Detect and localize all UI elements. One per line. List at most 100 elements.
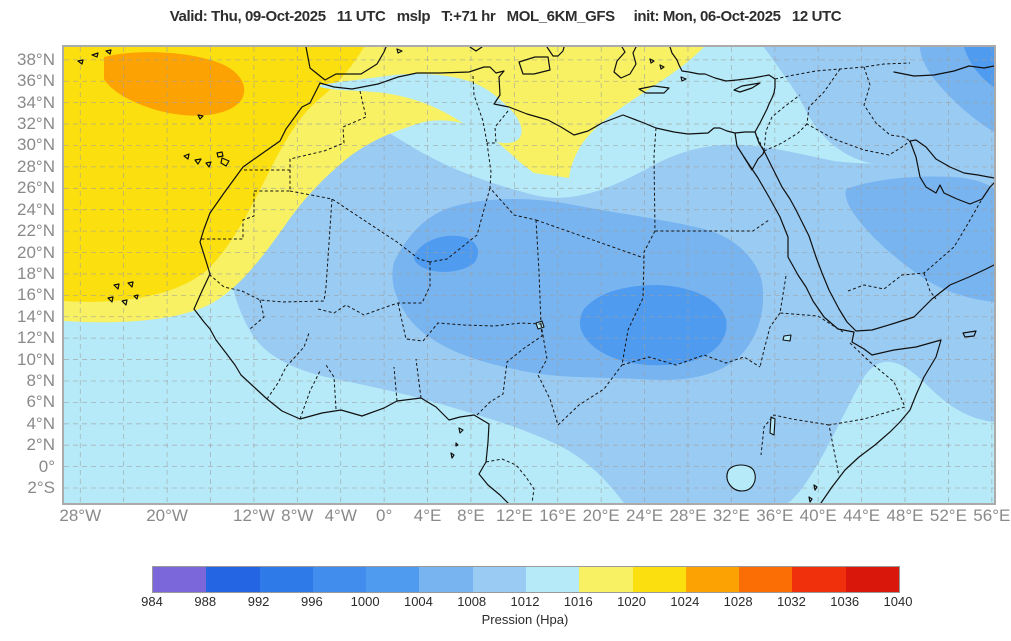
coastline-greece: [613, 47, 637, 79]
coastlines: [77, 47, 994, 503]
lakes: [535, 320, 792, 492]
lake-tana: [782, 334, 792, 342]
lat-tick-label: 36°N: [17, 71, 55, 91]
lon-tick-label: 20°W: [146, 506, 188, 525]
lon-tick-label: 32°E: [712, 506, 750, 525]
lat-tick-label: 20°N: [17, 242, 55, 262]
colorbar-tick-label: 1020: [617, 594, 647, 609]
colorbar-segment: [312, 567, 367, 592]
colorbar-segment: [579, 567, 633, 592]
pressure-region-1012-1016-coaststrip: [320, 73, 522, 144]
coastline-arabia: [763, 150, 994, 332]
colorbar: [152, 566, 900, 593]
coastline-iberia: [305, 47, 387, 81]
lat-tick-label: 12°N: [17, 328, 55, 348]
lon-tick-label: 40°E: [799, 506, 837, 525]
lon-tick-label: 28°E: [669, 506, 707, 525]
colorbar-tick-label: 1036: [830, 594, 860, 609]
lon-tick-label: 12°W: [233, 506, 275, 525]
colorbar-segment: [259, 567, 313, 592]
coastline-cyprus: [733, 82, 761, 93]
coastline-aegean-islands: [649, 58, 687, 82]
coastline-caspian: [893, 65, 994, 77]
lat-tick-label: 0°: [38, 456, 55, 476]
lat-tick-label: 26°N: [17, 178, 55, 198]
colorbar-segment: [525, 567, 580, 592]
colorbar-segment: [739, 567, 793, 592]
lon-tick-label: 16°E: [539, 506, 577, 525]
colorbar-tick-label: 984: [141, 594, 163, 609]
lat-tick-label: 4°N: [26, 413, 55, 433]
lat-tick-label: 34°N: [17, 92, 55, 112]
lon-tick-label: 24°E: [626, 506, 664, 525]
colorbar-title: Pression (Hpa): [481, 612, 569, 627]
coastline-sinai: [734, 131, 765, 171]
lon-tick-label: 8°E: [457, 506, 485, 525]
coastline-zanzibar: [808, 484, 818, 503]
colorbar-tick-label: 1012: [510, 594, 540, 609]
colorbar-segment: [153, 567, 207, 592]
lat-tick-label: 10°N: [17, 349, 55, 369]
lat-tick-label: 2°N: [26, 435, 55, 455]
colorbar-tick-label: 996: [300, 594, 323, 609]
lon-tick-label: 0°: [375, 506, 393, 525]
coastline-gulf-north: [915, 139, 994, 179]
pressure-region-1024-1028: [104, 52, 245, 116]
colorbar-segment: [845, 567, 899, 592]
lon-tick-label: 52°E: [929, 506, 967, 525]
lat-tick-label: 8°N: [26, 370, 55, 390]
colorbar-tick-label: 1016: [563, 594, 593, 609]
lon-tick-label: 48°E: [886, 506, 924, 525]
colorbar-tick-label: 1032: [776, 594, 806, 609]
pressure-region-1020-1024: [64, 47, 364, 302]
lat-tick-label: 32°N: [17, 114, 55, 134]
lat-tick-label: 2°S: [27, 478, 55, 497]
coastline-crete: [638, 85, 670, 94]
lat-tick-label: 28°N: [17, 156, 55, 176]
lon-tick-label: 4°W: [324, 506, 357, 525]
grid-lines: [64, 47, 994, 503]
coastline-madeira: [197, 114, 204, 120]
colorbar-segment: [685, 567, 740, 592]
colorbar-segment: [206, 567, 260, 592]
lon-tick-label: 20°E: [582, 506, 620, 525]
coastline-gulf-guinea-islands: [450, 427, 464, 459]
colorbar-segment: [419, 567, 473, 592]
lon-tick-label: 4°E: [413, 506, 442, 525]
lat-tick-label: 18°N: [17, 263, 55, 283]
lat-tick-label: 22°N: [17, 221, 55, 241]
colorbar-tick-label: 988: [194, 594, 217, 609]
lake-chad: [535, 320, 545, 330]
lat-tick-label: 30°N: [17, 135, 55, 155]
coastline-mediterranean-south: [319, 47, 776, 136]
country-borders: [200, 62, 983, 503]
coastline-balearic-sardinia: [396, 47, 483, 54]
colorbar-segment: [632, 567, 686, 592]
colorbar-segment: [472, 567, 526, 592]
lon-tick-label: 8°W: [281, 506, 314, 525]
coastline-socotra: [962, 330, 977, 338]
pressure-region-1000-1004-sudan: [579, 285, 727, 366]
colorbar-tick-label: 1000: [350, 594, 380, 609]
lat-tick-label: 38°N: [17, 49, 55, 69]
coastline-italy-toe: [546, 47, 565, 57]
colorbar-segment: [792, 567, 846, 592]
coastline-canaries: [183, 151, 230, 168]
coastline-sicily: [518, 56, 551, 75]
figure-title: Valid: Thu, 09-Oct-2025 11 UTC mslp T:+7…: [169, 8, 842, 25]
lake-turkana: [769, 416, 776, 436]
colorbar-segment: [366, 567, 420, 592]
lat-tick-label: 14°N: [17, 306, 55, 326]
coastline-africa-west: [193, 82, 509, 503]
colorbar-tick-label: 1008: [457, 594, 487, 609]
colorbar-tick-label: 1028: [723, 594, 753, 609]
colorbar-tick-label: 992: [247, 594, 270, 609]
lat-tick-label: 16°N: [17, 285, 55, 305]
coastline-gulf-south: [909, 140, 994, 205]
lon-tick-label: 56°E: [973, 506, 1011, 525]
coastline-redsea-west-horn: [743, 156, 942, 503]
colorbar-tick-label: 1040: [883, 594, 913, 609]
pressure-fill-regions: [64, 47, 994, 503]
pressure-map-svg: [64, 47, 994, 503]
